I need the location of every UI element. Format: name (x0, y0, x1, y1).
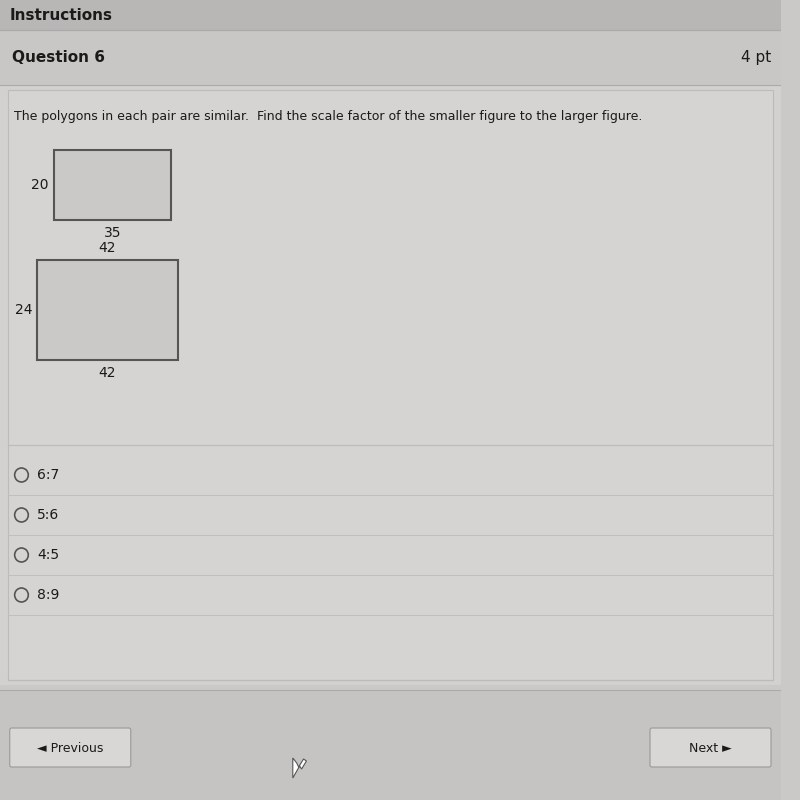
Text: 8:9: 8:9 (37, 588, 59, 602)
Text: 4:5: 4:5 (37, 548, 59, 562)
Text: Next ►: Next ► (689, 742, 732, 754)
Text: Question 6: Question 6 (12, 50, 105, 65)
Text: 5:6: 5:6 (37, 508, 59, 522)
Text: 42: 42 (98, 241, 116, 255)
Bar (0, 85, 781, 685)
Text: 20: 20 (31, 178, 49, 192)
Polygon shape (293, 758, 306, 778)
Text: 35: 35 (103, 226, 121, 240)
Bar (8, 90, 773, 680)
Text: ◄ Previous: ◄ Previous (37, 742, 103, 754)
Text: 6:7: 6:7 (37, 468, 59, 482)
Text: 24: 24 (14, 303, 32, 317)
Text: 42: 42 (98, 366, 116, 380)
Bar (0, 690, 781, 800)
Bar (0, 0, 781, 30)
Bar (54, 150, 170, 220)
Text: 4 pt: 4 pt (741, 50, 771, 65)
Text: Instructions: Instructions (10, 7, 113, 22)
FancyBboxPatch shape (650, 728, 771, 767)
Bar (37, 260, 178, 360)
Bar (0, 30, 781, 85)
FancyBboxPatch shape (10, 728, 130, 767)
Text: The polygons in each pair are similar.  Find the scale factor of the smaller fig: The polygons in each pair are similar. F… (14, 110, 642, 123)
